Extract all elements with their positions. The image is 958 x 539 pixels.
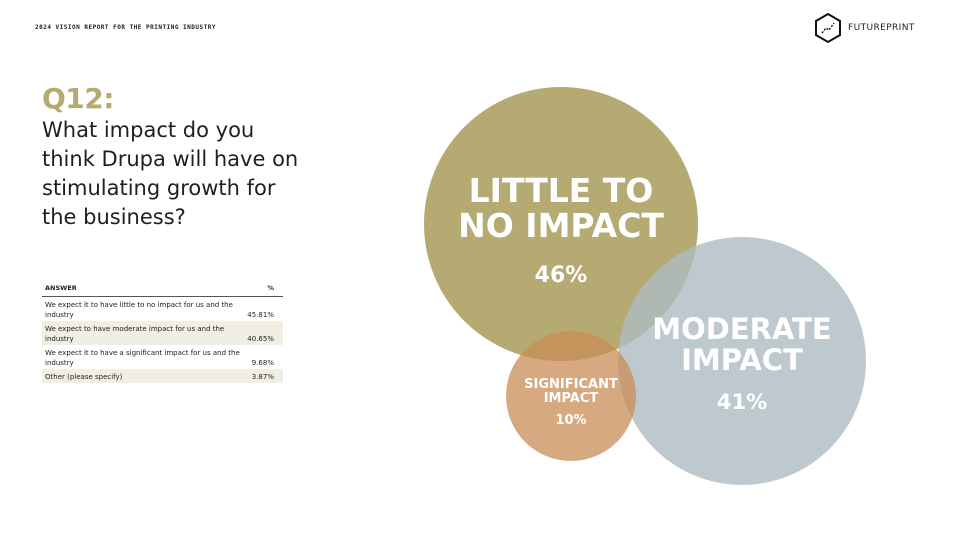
question-number: Q12: xyxy=(42,82,114,115)
answer-cell: We expect to have moderate impact for us… xyxy=(42,321,245,345)
brand-name: FUTUREPRINT xyxy=(848,23,915,33)
little-to-no-impact-value: 46% xyxy=(535,263,588,288)
question-text: What impact do you think Drupa will have… xyxy=(42,118,299,229)
answer-cell: Other (please specify) xyxy=(42,369,245,383)
answer-cell: We expect it to have little to no impact… xyxy=(45,301,233,319)
moderate-impact-bubble xyxy=(618,237,866,485)
table-row: We expect it to have a significant impac… xyxy=(42,345,283,369)
table-row: We expect it to have little to no impact… xyxy=(42,297,283,322)
significant-impact-label: IMPACT xyxy=(544,391,599,406)
table-row: We expect to have moderate impact for us… xyxy=(42,321,283,345)
brand-logo: FUTUREPRINT xyxy=(814,12,915,44)
table-row: Other (please specify) 3.87% xyxy=(42,369,283,383)
significant-impact-bubble xyxy=(506,331,636,461)
little-to-no-impact-label: LITTLE TO xyxy=(469,171,654,210)
report-title: 2024 VISION REPORT FOR THE PRINTING INDU… xyxy=(35,24,216,31)
futureprint-hexagon-icon xyxy=(815,12,841,44)
answers-table: ANSWER % We expect it to have little to … xyxy=(42,282,283,383)
percent-column-header: % xyxy=(244,282,283,297)
answer-cell: We expect it to have a significant impac… xyxy=(45,349,240,367)
percent-cell: 3.87% xyxy=(244,369,283,383)
percent-cell: 9.68% xyxy=(251,358,274,367)
table-header-row: ANSWER % xyxy=(42,282,283,297)
significant-impact-value: 10% xyxy=(555,413,586,428)
percent-cell: 40.65% xyxy=(244,321,283,345)
moderate-impact-label: IMPACT xyxy=(681,343,803,377)
significant-impact-label: SIGNIFICANT xyxy=(524,377,618,392)
answer-column-header: ANSWER xyxy=(42,282,245,297)
moderate-impact-value: 41% xyxy=(717,390,767,414)
percent-cell: 45.81% xyxy=(247,310,274,319)
little-to-no-impact-bubble xyxy=(424,87,698,361)
moderate-impact-label: MODERATE xyxy=(652,312,832,346)
little-to-no-impact-label: NO IMPACT xyxy=(458,206,664,245)
